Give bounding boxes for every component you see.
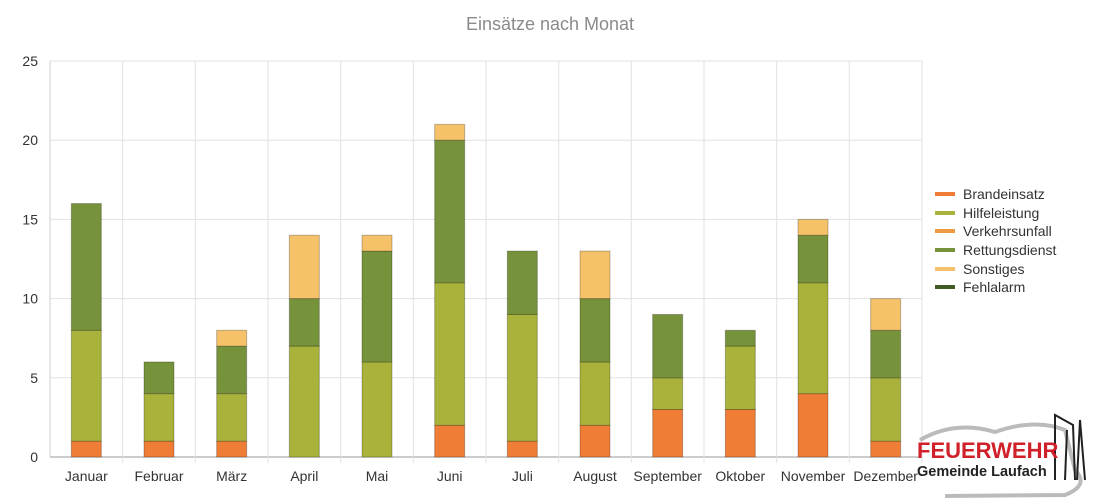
bar-segment-sonstiges: [288, 234, 320, 300]
bar-segment-brandeinsatz: [70, 440, 102, 458]
bar-segment-sonstiges: [797, 218, 829, 236]
legend: Brandeinsatz Hilfeleistung Verkehrsunfall R…: [935, 185, 1056, 297]
bar-segment-hilfeleistung: [434, 282, 466, 426]
bar-segment-rettungsdienst: [434, 139, 466, 284]
legend-label: Rettungsdienst: [963, 242, 1057, 259]
bar-segment-brandeinsatz: [143, 440, 175, 458]
logo-line2: Gemeinde Laufach: [917, 464, 1047, 480]
bar-segment-rettungsdienst: [652, 313, 684, 379]
bar-segment-rettungsdienst: [143, 361, 175, 395]
legend-swatch: [935, 210, 955, 215]
y-tick-label: 15: [22, 211, 38, 227]
x-tick-label: Dezember: [853, 468, 918, 484]
legend-label: Verkehrsunfall: [963, 223, 1052, 240]
legend-label: Fehlalarm: [963, 279, 1026, 296]
bar-segment-brandeinsatz: [434, 424, 466, 458]
bar-segment-sonstiges: [361, 234, 393, 252]
bar-segment-hilfeleistung: [797, 282, 829, 395]
bar-segment-hilfeleistung: [288, 345, 320, 458]
x-tick-label: Juni: [437, 468, 463, 484]
bar-segment-brandeinsatz: [579, 424, 611, 458]
bar-segment-hilfeleistung: [724, 345, 756, 410]
legend-label: Sonstiges: [963, 260, 1025, 277]
legend-item[interactable]: Rettungsdienst: [935, 241, 1056, 260]
legend-item[interactable]: Brandeinsatz: [935, 185, 1056, 204]
y-tick-label: 20: [22, 132, 38, 148]
y-tick-label: 0: [30, 449, 38, 465]
bar-segment-hilfeleistung: [870, 377, 902, 442]
bar-segment-rettungsdienst: [579, 298, 611, 363]
x-tick-label: Oktober: [715, 468, 765, 484]
legend-swatch: [935, 192, 955, 197]
bar-segment-brandeinsatz: [652, 408, 684, 458]
legend-swatch: [935, 285, 955, 290]
legend-item[interactable]: Fehlalarm: [935, 278, 1056, 297]
legend-item[interactable]: Sonstiges: [935, 259, 1056, 278]
bar-segment-sonstiges: [434, 123, 466, 141]
bar-segment-sonstiges: [216, 329, 248, 347]
x-tick-label: April: [290, 468, 318, 484]
y-tick-label: 25: [22, 53, 38, 69]
bar-segment-brandeinsatz: [216, 440, 248, 458]
legend-label: Brandeinsatz: [963, 186, 1045, 203]
bar-segment-brandeinsatz: [870, 440, 902, 458]
chart-title: Einsätze nach Monat: [465, 14, 635, 34]
bar-segment-rettungsdienst: [288, 298, 320, 347]
legend-label: Hilfeleistung: [963, 204, 1040, 221]
x-tick-label: Juli: [512, 468, 533, 484]
bar-segment-rettungsdienst: [216, 345, 248, 395]
legend-swatch: [935, 229, 955, 234]
x-tick-label: August: [573, 468, 617, 484]
bar-segment-hilfeleistung: [652, 377, 684, 410]
bar-segment-hilfeleistung: [216, 393, 248, 442]
bar-segment-rettungsdienst: [506, 250, 538, 315]
bar-segment-sonstiges: [579, 250, 611, 300]
feuerwehr-logo: FEUERWEHR Gemeinde Laufach: [917, 413, 1086, 498]
bar-segment-brandeinsatz: [506, 440, 538, 458]
bar-segment-rettungsdienst: [870, 329, 902, 379]
bar-segment-brandeinsatz: [724, 408, 756, 458]
x-tick-label: September: [633, 468, 702, 484]
x-tick-label: März: [216, 468, 247, 484]
bar-segment-hilfeleistung: [143, 393, 175, 442]
legend-item[interactable]: Verkehrsunfall: [935, 222, 1056, 241]
x-tick-label: November: [781, 468, 846, 484]
bar-segment-rettungsdienst: [797, 234, 829, 284]
bar-segment-rettungsdienst: [724, 329, 756, 347]
bar-segment-sonstiges: [870, 298, 902, 331]
bar-segment-hilfeleistung: [506, 313, 538, 442]
bar-segment-brandeinsatz: [797, 393, 829, 458]
bar-segment-rettungsdienst: [361, 250, 393, 363]
y-tick-label: 5: [30, 370, 38, 386]
y-tick-label: 10: [22, 291, 38, 307]
x-tick-label: Mai: [366, 468, 389, 484]
legend-item[interactable]: Hilfeleistung: [935, 204, 1056, 223]
bar-segment-hilfeleistung: [70, 329, 102, 442]
bar-segment-hilfeleistung: [579, 361, 611, 426]
bar-segment-hilfeleistung: [361, 361, 393, 458]
bar-segment-rettungsdienst: [70, 203, 102, 331]
legend-swatch: [935, 266, 955, 271]
x-tick-label: Januar: [65, 468, 108, 484]
x-tick-label: Februar: [134, 468, 183, 484]
logo-line1: FEUERWEHR: [917, 438, 1058, 463]
legend-swatch: [935, 248, 955, 253]
